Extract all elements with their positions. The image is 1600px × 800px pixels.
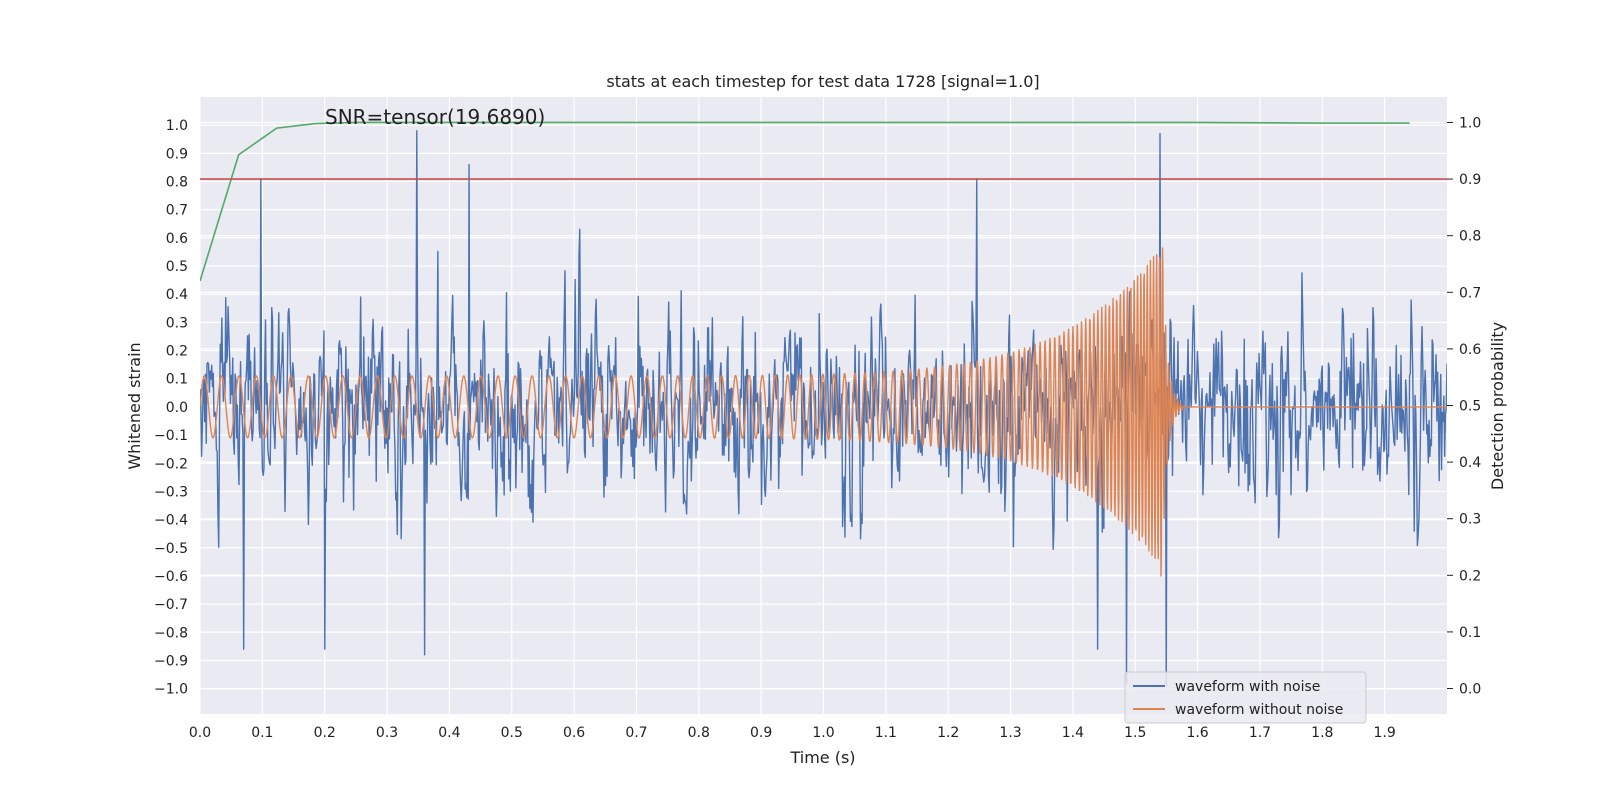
x-tick-label: 0.9 (750, 725, 772, 741)
legend: waveform with noise waveform without noi… (1124, 671, 1367, 724)
y-tick-label: −0.3 (154, 484, 188, 500)
x-tick-label: 0.5 (501, 725, 523, 741)
y-tick-label: 1.0 (166, 118, 188, 134)
y-tick-label: −0.5 (154, 541, 188, 557)
y-tick-label: 0.0 (166, 400, 188, 416)
y-tick-label: −0.6 (154, 569, 188, 585)
x-tick-label: 1.0 (812, 725, 834, 741)
y2-tick-label: 0.3 (1459, 512, 1481, 528)
y-tick-label: −0.9 (154, 653, 188, 669)
x-tick-label: 0.6 (563, 725, 585, 741)
legend-label-clean: waveform without noise (1175, 702, 1343, 718)
series-waveform-with-noise (200, 130, 1447, 687)
y2-tick-label: 0.2 (1459, 568, 1481, 584)
x-tick-label: 0.8 (688, 725, 710, 741)
chart-title: stats at each timestep for test data 172… (606, 72, 1039, 91)
x-tick-label: 0.2 (314, 725, 336, 741)
snr-annotation: SNR=tensor(19.6890) (325, 105, 545, 129)
y-tick-label: −0.1 (154, 428, 188, 444)
x-tick-label: 1.4 (1062, 725, 1084, 741)
x-tick-label: 1.5 (1124, 725, 1146, 741)
x-tick-label: 1.2 (937, 725, 959, 741)
series-waveform-without-noise (200, 247, 1447, 577)
x-tick-label: 1.3 (999, 725, 1021, 741)
series-detection-probability (200, 121, 1410, 282)
y2-ticks: 1.0 0.9 0.8 0.7 0.6 0.5 0.4 0.3 0.2 0.1 0.0 (1447, 115, 1481, 698)
x-tick-label: 1.7 (1249, 725, 1271, 741)
x-tick-label: 1.6 (1186, 725, 1208, 741)
y2-axis-label: Detection probability (1488, 322, 1507, 490)
y2-tick-label: 0.6 (1459, 342, 1481, 358)
y2-tick-label: 0.4 (1459, 455, 1481, 471)
x-tick-label: 0.1 (251, 725, 273, 741)
x-tick-label: 0.0 (189, 725, 211, 741)
series-layer (200, 121, 1447, 687)
y-tick-label: 0.4 (166, 287, 188, 303)
y2-tick-label: 0.8 (1459, 229, 1481, 245)
y-tick-label: 0.2 (166, 344, 188, 360)
y-ticks: 1.0 0.9 0.8 0.7 0.6 0.5 0.4 0.3 0.2 0.1 0.0 −0.1 −0.… (154, 118, 188, 697)
y-tick-label: 0.9 (166, 146, 188, 162)
x-tick-label: 1.9 (1374, 725, 1396, 741)
x-tick-label: 1.8 (1311, 725, 1333, 741)
y2-tick-label: 0.5 (1459, 399, 1481, 415)
legend-box (1124, 671, 1367, 724)
y-tick-label: −0.8 (154, 625, 188, 641)
y2-tick-label: 0.7 (1459, 285, 1481, 301)
y-tick-label: 0.5 (166, 259, 188, 275)
y-tick-label: 0.7 (166, 203, 188, 219)
x-tick-label: 0.7 (625, 725, 647, 741)
legend-label-noisy: waveform with noise (1175, 679, 1320, 695)
y-tick-label: −1.0 (154, 682, 188, 698)
x-tick-label: 0.3 (376, 725, 398, 741)
y2-tick-label: 1.0 (1459, 115, 1481, 131)
y2-tick-label: 0.1 (1459, 625, 1481, 641)
y2-tick-label: 0.0 (1459, 682, 1481, 698)
y-tick-label: −0.2 (154, 456, 188, 472)
y-tick-label: 0.6 (166, 231, 188, 247)
x-axis-label: Time (s) (789, 748, 855, 767)
y2-tick-label: 0.9 (1459, 172, 1481, 188)
y-tick-label: 0.3 (166, 315, 188, 331)
y-tick-label: −0.7 (154, 597, 188, 613)
y-tick-label: 0.1 (166, 372, 188, 388)
y-tick-label: 0.8 (166, 175, 188, 191)
x-tick-label: 0.4 (438, 725, 460, 741)
y-axis-label: Whitened strain (125, 342, 144, 469)
x-ticks: 0.0 0.1 0.2 0.3 0.4 0.5 0.6 0.7 0.8 0.9 1.0 1.1 1.2 1… (189, 725, 1396, 741)
y-tick-label: −0.4 (154, 513, 188, 529)
x-tick-label: 1.1 (875, 725, 897, 741)
